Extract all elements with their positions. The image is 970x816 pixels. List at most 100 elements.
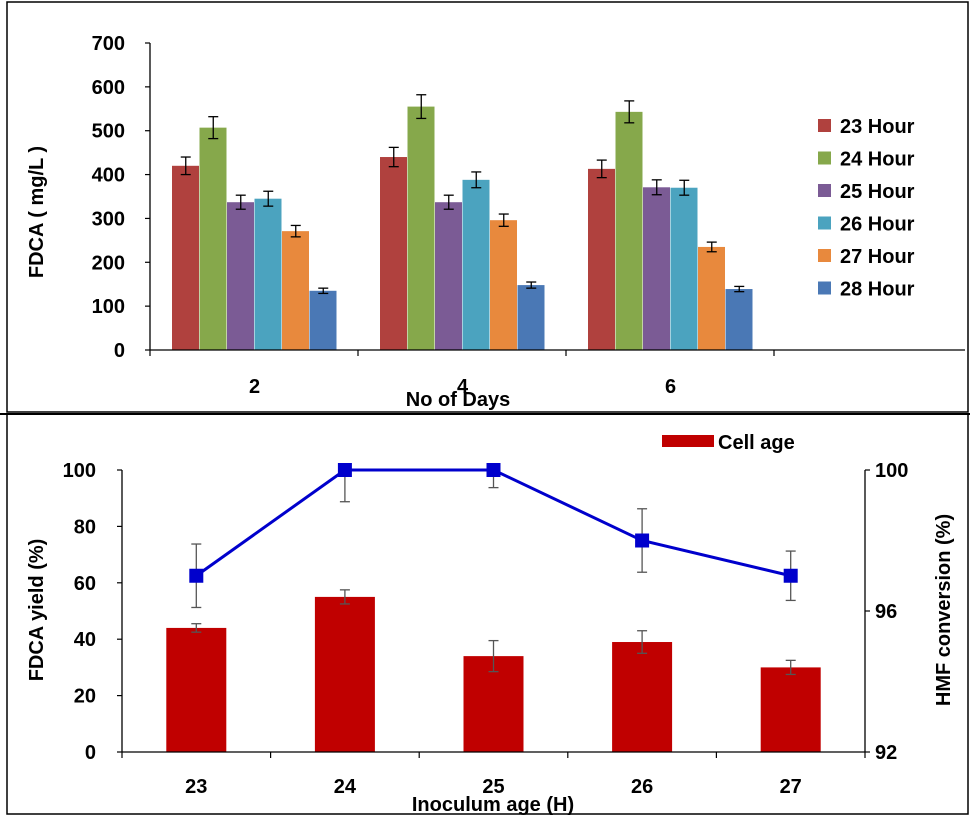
y-tick-label: 100 xyxy=(92,296,125,318)
error-bar xyxy=(785,659,796,676)
bar-27-hour-day-6 xyxy=(698,246,725,350)
error-bar xyxy=(191,623,202,633)
legend-swatch xyxy=(818,216,831,230)
error-bar xyxy=(526,281,537,289)
top-panel-frame xyxy=(6,1,969,413)
y-tick-label: 0 xyxy=(85,742,96,764)
legend-label: 26 Hour xyxy=(840,214,915,236)
y-tick-label: 60 xyxy=(74,573,96,595)
top-x-axis-label: No of Days xyxy=(406,389,510,411)
y2-tick-label: 92 xyxy=(875,742,897,764)
error-bar xyxy=(235,194,246,210)
error-bar xyxy=(290,224,301,238)
error-bar xyxy=(471,171,482,189)
legend-label-cell-age: Cell age xyxy=(718,432,795,454)
legend-swatch-cell-age xyxy=(662,435,714,447)
x-tick-label: 2 xyxy=(249,376,260,398)
legend-label: 28 Hour xyxy=(840,279,915,301)
error-bar xyxy=(208,116,219,140)
error-bar xyxy=(488,639,499,673)
y-tick-label: 500 xyxy=(92,121,125,143)
x-tick-label: 24 xyxy=(334,776,357,798)
error-bar xyxy=(679,179,690,196)
bar-cell-age-24 xyxy=(314,596,375,752)
legend-label: 24 Hour xyxy=(840,149,915,171)
bar-23-hour-day-6 xyxy=(588,168,615,350)
bar-cell-age-27 xyxy=(760,667,821,752)
error-bar xyxy=(443,194,454,210)
bar-28-hour-day-2 xyxy=(309,290,337,350)
error-bar xyxy=(637,630,648,654)
bar-26-hour-day-6 xyxy=(670,187,698,350)
y-tick-label: 80 xyxy=(74,516,96,538)
error-bar xyxy=(263,190,274,207)
error-bar xyxy=(624,100,635,124)
line-point-25 xyxy=(486,463,501,477)
y-tick-label: 40 xyxy=(74,629,96,651)
bar-24-hour-day-4 xyxy=(407,106,435,350)
bottom-y-axis-label: FDCA yield (%) xyxy=(26,539,48,682)
y-tick-label: 200 xyxy=(92,252,125,274)
legend-swatch xyxy=(818,184,831,197)
y-tick-label: 20 xyxy=(74,686,96,708)
error-bar xyxy=(734,285,745,293)
x-tick-label: 4 xyxy=(457,376,469,398)
line-point-23 xyxy=(189,568,204,583)
x-tick-label: 23 xyxy=(185,776,207,798)
bar-28-hour-day-6 xyxy=(725,289,753,350)
bar-25-hour-day-6 xyxy=(643,187,670,350)
bar-23-hour-day-4 xyxy=(380,157,407,350)
line-point-27 xyxy=(783,568,798,583)
bar-27-hour-day-4 xyxy=(490,220,517,350)
legend-label: 25 Hour xyxy=(840,181,915,203)
top-legend: 23 Hour 24 Hour 25 Hour 26 Hour 27 Hour 28 Ho… xyxy=(818,116,915,301)
bar-26-hour-day-4 xyxy=(462,179,490,350)
line-point-26 xyxy=(635,533,650,548)
y-tick-label: 600 xyxy=(92,77,125,99)
error-bar xyxy=(180,156,191,176)
bar-24-hour-day-2 xyxy=(199,127,227,350)
legend-swatch xyxy=(818,249,831,262)
y-tick-label: 700 xyxy=(92,33,125,55)
top-y-axis-label: FDCA ( mg/L ) xyxy=(26,146,48,278)
error-bar xyxy=(498,213,509,227)
y2-tick-label: 100 xyxy=(875,460,908,482)
legend-swatch xyxy=(818,281,831,295)
y-tick-label: 100 xyxy=(63,460,96,482)
bar-25-hour-day-4 xyxy=(435,202,462,350)
bottom-chart: 0 20 40 60 80 100 92 96 100 23 24 25 26 27 Inoculum… xyxy=(26,432,955,816)
error-bar xyxy=(651,179,662,196)
error-bar xyxy=(318,287,329,295)
x-tick-label: 6 xyxy=(665,376,676,398)
bar-28-hour-day-4 xyxy=(517,285,545,350)
top-chart: 0 100 200 300 400 500 600 700 2 4 6 No of Days FD… xyxy=(26,33,965,411)
bar-25-hour-day-2 xyxy=(227,202,254,350)
error-bar xyxy=(416,94,427,120)
y-tick-label: 400 xyxy=(92,165,125,187)
legend-label: 27 Hour xyxy=(840,246,915,268)
bar-23-hour-day-2 xyxy=(172,165,199,350)
bar-cell-age-26 xyxy=(612,642,673,752)
bottom-x-axis-label: Inoculum age (H) xyxy=(412,794,574,816)
bar-26-hour-day-2 xyxy=(254,198,282,350)
error-bar xyxy=(339,589,350,605)
y-tick-label: 0 xyxy=(114,340,125,362)
bar-27-hour-day-2 xyxy=(282,231,309,350)
error-bar xyxy=(388,146,399,168)
error-bar xyxy=(706,241,717,253)
legend-swatch xyxy=(818,151,831,165)
y-tick-label: 300 xyxy=(92,208,125,230)
bottom-y2-axis-label: HMF conversion (%) xyxy=(933,514,955,706)
error-bar xyxy=(596,159,607,179)
y2-tick-label: 96 xyxy=(875,601,897,623)
bar-24-hour-day-6 xyxy=(615,111,643,350)
legend-swatch xyxy=(818,119,831,132)
line-point-24 xyxy=(337,463,352,477)
bar-cell-age-23 xyxy=(166,627,227,752)
x-tick-label: 26 xyxy=(631,776,653,798)
bottom-legend: Cell age xyxy=(662,432,795,454)
x-tick-label: 25 xyxy=(482,776,504,798)
legend-label: 23 Hour xyxy=(840,116,915,138)
x-tick-label: 27 xyxy=(780,776,802,798)
